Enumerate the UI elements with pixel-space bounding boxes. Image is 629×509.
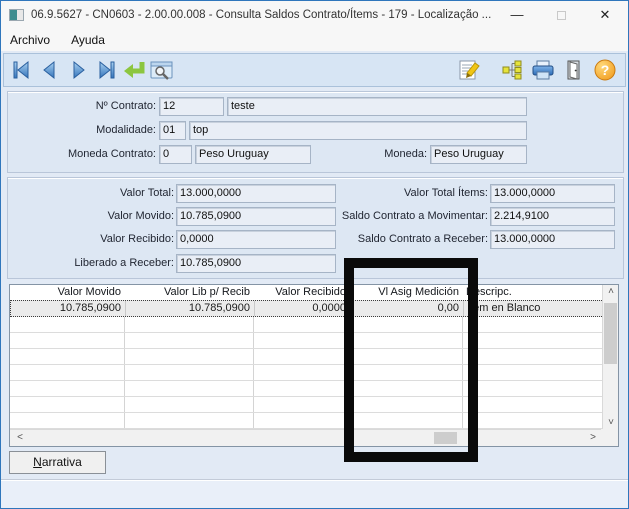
valor-total-items-label: Valor Total Ítems: xyxy=(404,187,488,199)
last-record-icon xyxy=(99,60,115,80)
menu-archivo[interactable]: Archivo xyxy=(10,33,51,47)
help-icon: ? xyxy=(594,59,616,81)
horizontal-scrollbar[interactable]: ˂ ˃ xyxy=(10,429,603,446)
saldo-receber-field: 13.000,0000 xyxy=(490,230,615,249)
menu-bar: Archivo Ayuda xyxy=(1,29,628,51)
saldo-movimentar-label: Saldo Contrato a Movimentar: xyxy=(341,210,488,222)
table-empty-row xyxy=(10,349,618,365)
contract-number-label: Nº Contrato: xyxy=(95,100,156,112)
column-header-vl-asig[interactable]: Vl Asig Medición xyxy=(378,286,459,298)
previous-record-button[interactable] xyxy=(37,57,63,83)
return-arrow-icon xyxy=(124,62,145,78)
modality-label: Modalidade: xyxy=(96,124,156,136)
cell-valor-movido: 10.785,0900 xyxy=(11,301,126,316)
currency-label: Moneda: xyxy=(384,148,427,160)
saldo-receber-label: Saldo Contrato a Receber: xyxy=(357,233,488,245)
scroll-right-icon[interactable]: ˃ xyxy=(590,432,596,443)
table-empty-row xyxy=(10,397,618,413)
svg-text:?: ? xyxy=(601,62,610,78)
scroll-left-icon[interactable]: ˂ xyxy=(17,432,23,443)
valor-recibido-field: 0,0000 xyxy=(176,230,336,249)
first-record-button[interactable] xyxy=(9,57,35,83)
column-header-valor-movido[interactable]: Valor Movido xyxy=(57,286,121,298)
status-separator xyxy=(1,479,628,481)
print-button[interactable] xyxy=(530,57,556,83)
totals-panel: Valor Total: 13.000,0000 Valor Movido: 1… xyxy=(7,177,624,279)
items-grid: Valor Movido Valor Lib p/ Recib Valor Re… xyxy=(9,284,619,447)
valor-movido-label: Valor Movido: xyxy=(107,210,174,222)
next-record-icon xyxy=(73,60,85,80)
vertical-scroll-thumb[interactable] xyxy=(604,303,617,364)
zoom-window-icon xyxy=(150,61,173,80)
horizontal-scroll-thumb[interactable] xyxy=(434,432,457,444)
valor-total-items-field: 13.000,0000 xyxy=(490,184,615,203)
contract-panel: Nº Contrato: 12 teste Modalidade: 01 top… xyxy=(7,91,624,173)
contract-name-field[interactable]: teste xyxy=(227,97,527,116)
contract-number-field[interactable]: 12 xyxy=(159,97,224,116)
currency-field[interactable]: Peso Uruguay xyxy=(430,145,527,164)
table-empty-row xyxy=(10,317,618,333)
minimize-button[interactable]: — xyxy=(510,7,524,22)
action-buttons: ? xyxy=(456,57,618,83)
scroll-down-icon[interactable]: ˅ xyxy=(608,417,614,428)
valor-recibido-label: Valor Recibido: xyxy=(100,233,174,245)
column-header-valor-recibido[interactable]: Valor Recibido xyxy=(275,286,346,298)
maximize-button[interactable] xyxy=(545,1,577,29)
contract-currency-label: Moneda Contrato: xyxy=(67,148,156,160)
narrativa-button[interactable]: Narrativa xyxy=(9,451,106,474)
grid-header: Valor Movido Valor Lib p/ Recib Valor Re… xyxy=(10,285,618,300)
close-button[interactable]: ✕ xyxy=(599,7,611,22)
table-empty-row xyxy=(10,413,618,429)
printer-icon xyxy=(532,60,554,80)
column-header-valor-lib[interactable]: Valor Lib p/ Recib xyxy=(163,286,250,298)
app-icon xyxy=(9,9,24,21)
modality-code-field[interactable]: 01 xyxy=(159,121,186,140)
tree-structure-button[interactable] xyxy=(499,57,525,83)
narrativa-mnemonic: N xyxy=(33,455,42,469)
status-bar xyxy=(1,481,628,508)
table-empty-row xyxy=(10,381,618,397)
valor-total-label: Valor Total: xyxy=(119,187,174,199)
cell-vl-asig: 0,00 xyxy=(351,301,464,316)
modality-name-field[interactable]: top xyxy=(189,121,527,140)
previous-record-icon xyxy=(43,60,55,80)
menu-ayuda[interactable]: Ayuda xyxy=(71,33,105,47)
cell-descripc: Item en Blanco xyxy=(467,302,541,314)
column-header-descripc[interactable]: Descripc. xyxy=(466,286,512,298)
next-record-button[interactable] xyxy=(65,57,91,83)
narrativa-label: arrativa xyxy=(41,455,82,469)
zoom-query-button[interactable] xyxy=(149,57,175,83)
table-empty-row xyxy=(10,365,618,381)
valor-movido-field: 10.785,0900 xyxy=(176,207,336,226)
narrative-document-icon xyxy=(459,60,480,80)
contract-currency-name-field[interactable]: Peso Uruguay xyxy=(195,145,311,164)
liberado-receber-field: 10.785,0900 xyxy=(176,254,336,273)
maximize-icon xyxy=(556,11,566,21)
table-row-selected[interactable]: 10.785,0900 10.785,0900 0,0000 0,00 Item… xyxy=(10,300,618,317)
record-navigation xyxy=(9,57,175,83)
cell-valor-recibido: 0,0000 xyxy=(255,301,351,316)
vertical-scrollbar[interactable]: ˄ ˅ xyxy=(602,285,618,430)
cell-valor-lib: 10.785,0900 xyxy=(126,301,255,316)
contract-currency-code-field[interactable]: 0 xyxy=(159,145,192,164)
saldo-movimentar-field: 2.214,9100 xyxy=(490,207,615,226)
narrative-document-button[interactable] xyxy=(456,57,482,83)
table-empty-row xyxy=(10,333,618,349)
valor-total-field: 13.000,0000 xyxy=(176,184,336,203)
tree-structure-icon xyxy=(502,60,522,80)
help-button[interactable]: ? xyxy=(592,57,618,83)
exit-button[interactable] xyxy=(561,57,587,83)
scrollbar-corner xyxy=(601,429,618,446)
window-title: 06.9.5627 - CN0603 - 2.00.00.008 - Consu… xyxy=(31,9,492,21)
first-record-icon xyxy=(13,60,29,80)
last-record-button[interactable] xyxy=(93,57,119,83)
exit-door-icon xyxy=(567,60,580,80)
liberado-receber-label: Liberado a Receber: xyxy=(74,257,174,269)
toolbar: ? xyxy=(3,53,626,87)
confirm-return-button[interactable] xyxy=(121,57,147,83)
scroll-up-icon[interactable]: ˄ xyxy=(608,286,614,297)
title-bar: 06.9.5627 - CN0603 - 2.00.00.008 - Consu… xyxy=(1,1,628,29)
